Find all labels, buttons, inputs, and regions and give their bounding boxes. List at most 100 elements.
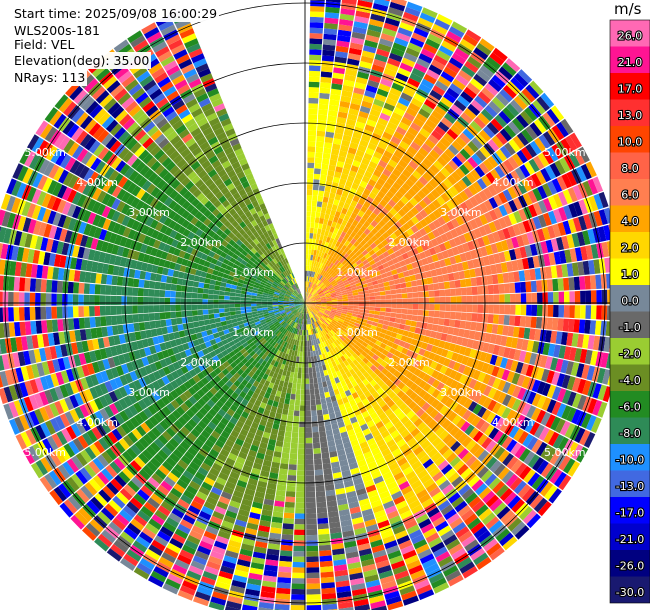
velocity-gate <box>418 380 427 389</box>
velocity-gate <box>585 305 592 319</box>
velocity-gate <box>357 185 365 193</box>
velocity-gate <box>390 308 397 313</box>
velocity-gate <box>146 461 158 473</box>
velocity-gate <box>313 309 319 314</box>
velocity-gate <box>375 260 383 267</box>
velocity-gate <box>462 128 475 141</box>
velocity-gate <box>290 315 295 320</box>
velocity-gate <box>140 505 154 518</box>
velocity-gate <box>286 331 291 337</box>
velocity-gate <box>316 233 321 240</box>
velocity-gate <box>546 399 557 414</box>
velocity-gate <box>308 313 311 319</box>
velocity-gate <box>394 262 401 269</box>
velocity-gate <box>410 280 418 287</box>
velocity-gate <box>393 278 401 285</box>
velocity-gate <box>334 211 341 218</box>
velocity-gate <box>74 406 85 420</box>
velocity-gate <box>319 245 324 252</box>
velocity-gate <box>346 288 352 293</box>
velocity-gate <box>353 477 364 486</box>
velocity-gate <box>280 457 289 465</box>
velocity-gate <box>255 349 262 356</box>
velocity-gate <box>310 216 316 223</box>
velocity-gate <box>428 178 439 189</box>
velocity-gate <box>345 157 354 165</box>
velocity-gate <box>501 62 517 77</box>
velocity-gate <box>374 307 381 312</box>
velocity-gate <box>356 317 363 322</box>
velocity-gate <box>374 295 381 300</box>
velocity-gate <box>494 114 508 128</box>
velocity-gate <box>418 348 426 356</box>
velocity-gate <box>379 311 386 316</box>
velocity-gate <box>423 478 435 489</box>
velocity-gate <box>313 322 318 328</box>
velocity-gate <box>413 267 420 275</box>
velocity-gate <box>333 559 347 566</box>
velocity-gate <box>421 402 431 412</box>
velocity-gate <box>352 359 359 366</box>
velocity-gate <box>364 402 373 411</box>
velocity-gate <box>334 56 347 64</box>
velocity-gate <box>386 481 398 491</box>
velocity-gate <box>471 286 478 295</box>
velocity-gate <box>142 464 155 477</box>
velocity-gate <box>162 366 171 376</box>
velocity-gate <box>160 480 173 492</box>
velocity-gate <box>315 315 320 320</box>
velocity-gate <box>291 432 299 438</box>
velocity-gate <box>390 135 402 145</box>
velocity-gate <box>475 418 486 430</box>
velocity-gate <box>331 306 338 309</box>
velocity-gate <box>533 155 545 170</box>
velocity-gate <box>369 242 377 250</box>
velocity-gate <box>302 346 306 352</box>
velocity-gate <box>319 310 325 314</box>
velocity-gate <box>412 117 425 128</box>
velocity-gate <box>446 350 454 360</box>
velocity-gate <box>377 278 384 284</box>
velocity-gate <box>241 543 254 552</box>
velocity-gate <box>513 480 527 495</box>
velocity-gate <box>243 599 259 608</box>
velocity-gate <box>365 484 377 493</box>
velocity-gate <box>265 559 279 567</box>
velocity-gate <box>423 415 433 426</box>
velocity-gate <box>368 74 381 83</box>
velocity-gate <box>459 190 469 202</box>
velocity-gate <box>155 423 166 434</box>
velocity-gate <box>492 402 502 414</box>
velocity-gate <box>463 86 477 99</box>
velocity-gate <box>544 356 553 370</box>
velocity-gate <box>302 362 306 368</box>
velocity-gate <box>268 370 275 378</box>
velocity-gate <box>392 565 408 575</box>
velocity-gate <box>420 342 428 350</box>
velocity-gate <box>417 291 424 298</box>
velocity-gate <box>260 514 272 522</box>
velocity-gate <box>546 108 560 124</box>
velocity-gate <box>310 351 314 357</box>
velocity-gate <box>237 344 245 351</box>
velocity-gate <box>317 262 321 268</box>
velocity-gate <box>204 565 219 576</box>
velocity-gate <box>188 395 198 405</box>
velocity-gate <box>341 139 351 147</box>
velocity-gate <box>383 281 390 287</box>
velocity-gate <box>327 385 334 392</box>
velocity-gate <box>336 279 343 285</box>
velocity-gate <box>375 559 390 569</box>
velocity-gate <box>237 433 247 442</box>
velocity-gate <box>355 370 363 378</box>
velocity-gate <box>337 183 345 191</box>
velocity-gate <box>305 270 308 277</box>
velocity-gate <box>365 208 373 217</box>
velocity-gate <box>334 325 340 331</box>
velocity-gate <box>281 334 287 341</box>
velocity-gate <box>109 415 121 428</box>
velocity-gate <box>601 241 610 258</box>
velocity-gate <box>538 134 551 149</box>
velocity-gate <box>242 351 250 358</box>
velocity-gate <box>280 550 293 557</box>
